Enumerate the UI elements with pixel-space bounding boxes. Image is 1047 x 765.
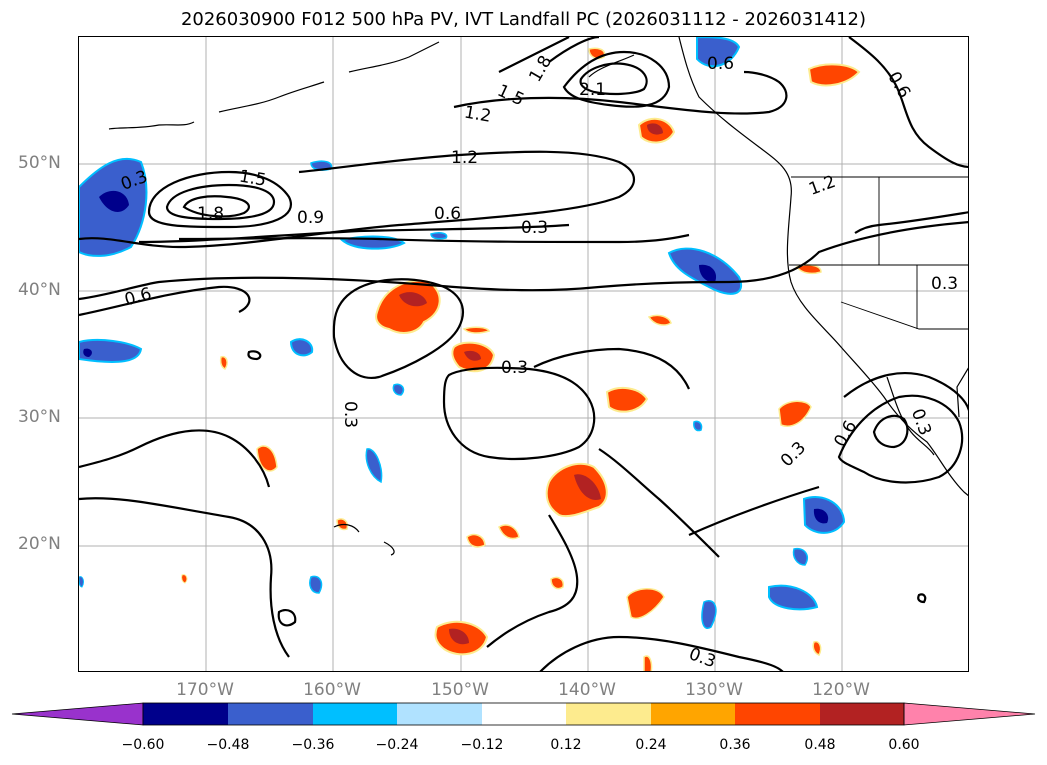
lon-label-170w: 170°W — [176, 680, 234, 700]
colorbar-tick: 0.60 — [888, 737, 920, 753]
colorbar-swatch — [482, 703, 566, 725]
colorbar-extend-high — [903, 702, 1036, 726]
contour-label: 0.6 — [434, 204, 461, 224]
colorbar-extend-low — [11, 702, 144, 726]
colorbar-swatch — [820, 703, 904, 725]
lon-label-150w: 150°W — [431, 680, 489, 700]
map-svg: 2.1 1.8 1.5 1.2 1.2 0.6 0.6 1.5 1.8 0.9 … — [79, 37, 968, 672]
lon-label-160w: 160°W — [303, 680, 361, 700]
lon-label-130w: 130°W — [685, 680, 743, 700]
contour-label: 0.3 — [907, 406, 935, 438]
colorbar-swatch — [143, 703, 228, 725]
contour-label: 2.1 — [579, 80, 606, 100]
map-title: 2026030900 F012 500 hPa PV, IVT Landfall… — [180, 9, 867, 30]
coastlines — [108, 37, 968, 556]
contour-label: 1.2 — [451, 148, 478, 168]
lat-label-50n: 50°N — [18, 153, 61, 173]
contour-label: 0.3 — [686, 644, 718, 672]
colorbar-tick: 0.12 — [550, 737, 582, 753]
contour-label: 0.3 — [340, 401, 360, 428]
borders — [789, 176, 968, 330]
map-panel: 2.1 1.8 1.5 1.2 1.2 0.6 0.6 1.5 1.8 0.9 … — [78, 36, 969, 672]
colorbar-tick: −0.60 — [121, 737, 165, 753]
contour-label: 0.3 — [501, 358, 528, 378]
colorbar-swatch — [313, 703, 397, 725]
colorbar-swatch — [651, 703, 735, 725]
colorbar-tick: −0.48 — [206, 737, 250, 753]
contour-label: 0.3 — [777, 438, 810, 471]
contour-label: 0.3 — [931, 274, 958, 294]
colorbar-tick: −0.12 — [460, 737, 504, 753]
positive-ivt-patches — [181, 47, 861, 671]
colorbar-swatch — [228, 703, 313, 725]
colorbar-tick: −0.24 — [375, 737, 419, 753]
colorbar-swatch — [397, 703, 482, 725]
lon-label-140w: 140°W — [558, 680, 616, 700]
pv-contours — [79, 37, 968, 671]
lat-label-30n: 30°N — [18, 407, 61, 427]
contour-label: 1.5 — [494, 81, 527, 111]
contour-labels: 2.1 1.8 1.5 1.2 1.2 0.6 0.6 1.5 1.8 0.9 … — [118, 52, 958, 672]
contour-label: 0.9 — [297, 208, 324, 228]
contour-label: 1.8 — [197, 204, 224, 224]
contour-label: 0.3 — [521, 218, 548, 238]
colorbar — [11, 702, 1036, 726]
colorbar-tick: 0.48 — [804, 737, 836, 753]
lon-label-120w: 120°W — [812, 680, 870, 700]
graticule — [79, 37, 968, 671]
contour-label: 1.2 — [806, 172, 838, 200]
colorbar-tick: 0.24 — [635, 737, 667, 753]
contour-label: 0.6 — [707, 54, 734, 74]
colorbar-tick: −0.36 — [291, 737, 335, 753]
lat-label-40n: 40°N — [18, 280, 61, 300]
contour-label: 1.2 — [463, 102, 493, 126]
colorbar-swatch — [566, 703, 651, 725]
contour-label: 0.6 — [830, 417, 861, 450]
lat-label-20n: 20°N — [18, 534, 61, 554]
colorbar-swatch — [735, 703, 820, 725]
contour-label: 1.5 — [238, 166, 268, 190]
colorbar-tick: 0.36 — [719, 737, 751, 753]
